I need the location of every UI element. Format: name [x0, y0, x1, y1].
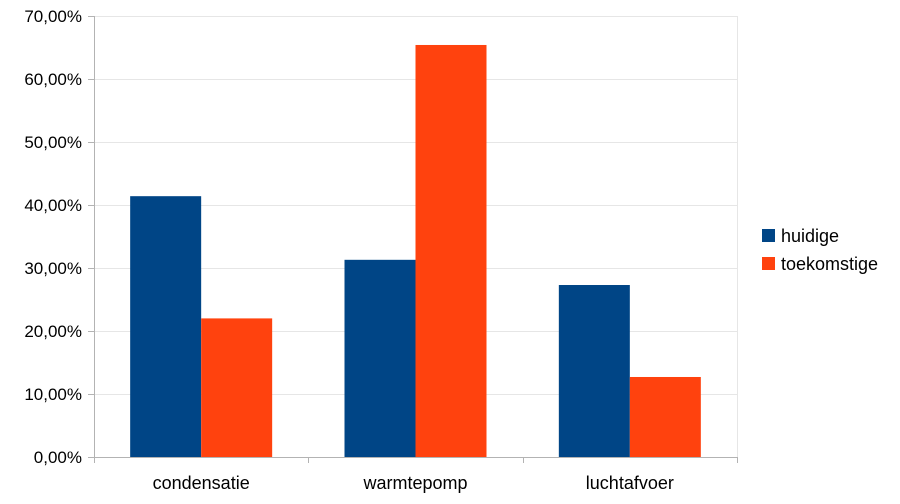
legend: huidige toekomstige — [762, 226, 878, 274]
bar-huidige-warmtepomp — [344, 259, 416, 457]
axes — [88, 16, 738, 463]
y-axis-tick-labels: 0,00% 10,00% 20,00% 30,00% 40,00% 50,00% 60,00… — [24, 7, 82, 467]
x-tick-label: warmtepomp — [362, 473, 467, 493]
x-tick-label: condensatie — [153, 473, 250, 493]
bar-toekomstige-condensatie — [201, 318, 273, 457]
legend-swatch — [762, 229, 775, 242]
y-tick-label: 10,00% — [24, 385, 82, 404]
bar-toekomstige-warmtepomp — [415, 44, 487, 457]
legend-label: toekomstige — [781, 254, 878, 274]
bar-huidige-condensatie — [130, 196, 202, 457]
y-tick-label: 70,00% — [24, 7, 82, 26]
y-tick-label: 60,00% — [24, 70, 82, 89]
bars — [130, 44, 701, 457]
bar-toekomstige-luchtafvoer — [629, 376, 701, 457]
y-tick-label: 40,00% — [24, 196, 82, 215]
legend-swatch — [762, 257, 775, 270]
y-tick-label: 50,00% — [24, 133, 82, 152]
legend-label: huidige — [781, 226, 839, 246]
x-tick-label: luchtafvoer — [586, 473, 674, 493]
y-tick-label: 20,00% — [24, 322, 82, 341]
bar-huidige-luchtafvoer — [558, 285, 630, 457]
y-tick-label: 0,00% — [34, 448, 82, 467]
y-tick-label: 30,00% — [24, 259, 82, 278]
x-axis-tick-labels: condensatie warmtepomp luchtafvoer — [153, 473, 674, 493]
